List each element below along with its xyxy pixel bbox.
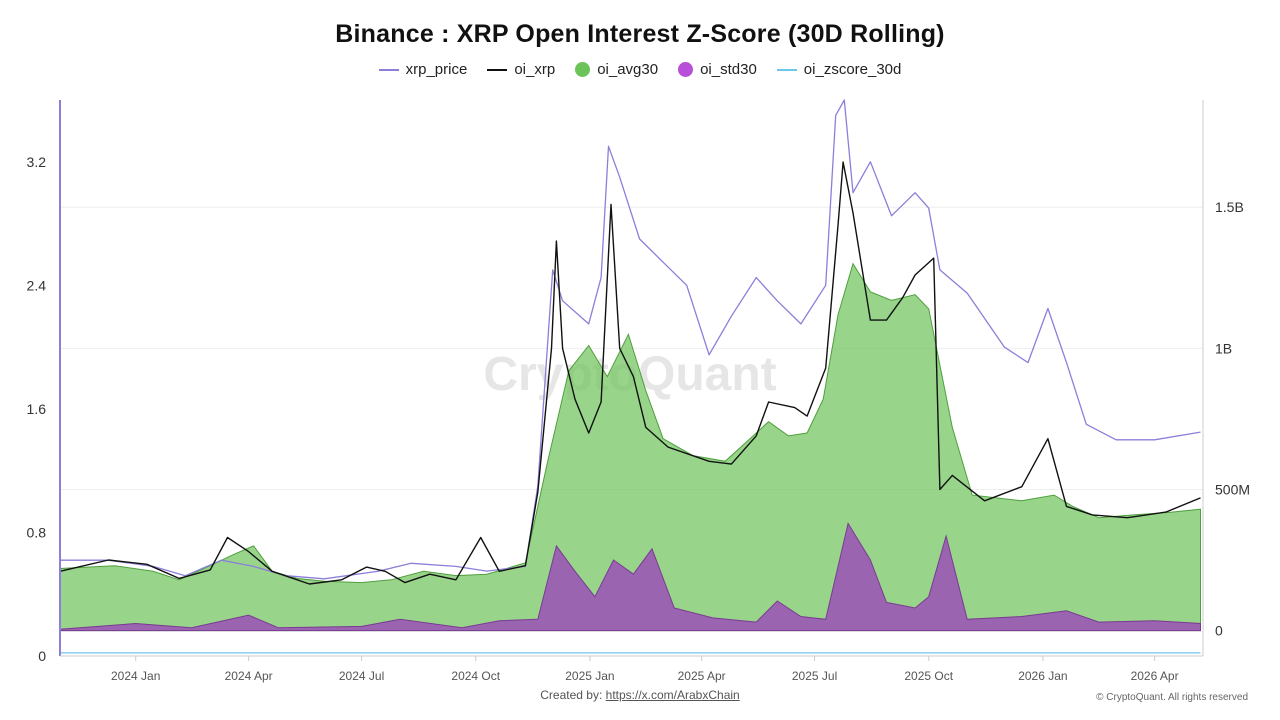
x-axis-tick-label: 2024 Oct [451, 669, 500, 683]
x-axis-tick-label: 2025 Apr [678, 669, 726, 683]
left-axis-tick-label: 0.8 [27, 524, 47, 540]
x-axis-tick-label: 2025 Oct [904, 669, 953, 683]
right-axis-tick-label: 500M [1215, 481, 1250, 497]
created-by-link[interactable]: https://x.com/ArabxChain [605, 688, 740, 702]
legend-item-oi-zscore-30d[interactable]: oi_zscore_30d [776, 61, 902, 78]
legend-swatch-xrp-price [378, 68, 399, 71]
series-area-oi-avg30 [59, 262, 1201, 632]
legend-label-oi-xrp: oi_xrp [514, 61, 556, 78]
right-axis-tick-label: 1B [1215, 340, 1232, 356]
legend-swatch-oi-avg30 [575, 62, 591, 77]
legend-label-xrp-price: xrp_price [405, 61, 468, 78]
legend-swatch-oi-std30 [678, 62, 694, 77]
series-area-oi-std30 [59, 522, 1201, 632]
copyright-notice: © CryptoQuant. All rights reserved [1096, 692, 1248, 703]
right-axis-tick-label: 1.5B [1215, 199, 1244, 215]
right-axis-tick-label: 0 [1215, 623, 1223, 639]
legend-item-oi-avg30[interactable]: oi_avg30 [575, 61, 658, 78]
left-axis-tick-label: 2.4 [27, 277, 47, 293]
legend-label-oi-zscore-30d: oi_zscore_30d [803, 61, 902, 78]
x-axis-tick-label: 2024 Jul [339, 669, 384, 683]
series-layer [59, 99, 1201, 654]
x-axis-tick-label: 2026 Apr [1131, 669, 1179, 683]
chart-legend: xrp_price oi_xrp oi_avg30 oi_std30 oi_zs… [0, 61, 1280, 78]
legend-label-oi-std30: oi_std30 [700, 61, 757, 78]
chart-title: Binance : XRP Open Interest Z-Score (30D… [335, 20, 945, 48]
left-axis-tick-label: 1.6 [27, 401, 47, 417]
x-axis-tick-label: 2024 Jan [111, 669, 160, 683]
x-axis-tick-label: 2025 Jul [792, 669, 837, 683]
axis-layer: 0 500M 1B 1.5B 0 0.8 1.6 2.4 3.2 2024 Jan 2024 Apr… [27, 100, 1250, 683]
x-axis-tick-label: 2026 Jan [1018, 669, 1067, 683]
legend-item-oi-std30[interactable]: oi_std30 [678, 61, 757, 78]
x-axis-tick-label: 2024 Apr [225, 669, 273, 683]
legend-swatch-oi-xrp [487, 68, 508, 71]
legend-swatch-oi-zscore-30d [776, 68, 797, 71]
created-by-label: Created by: [540, 688, 603, 702]
legend-item-xrp-price[interactable]: xrp_price [378, 61, 468, 78]
left-axis-tick-label: 3.2 [27, 154, 47, 170]
left-axis-tick-label: 0 [38, 648, 46, 664]
x-axis-tick-label: 2025 Jan [565, 669, 614, 683]
footer-credit: Created by: https://x.com/ArabxChain [0, 688, 1280, 702]
legend-item-oi-xrp[interactable]: oi_xrp [487, 61, 555, 78]
series-line-oi-xrp [59, 161, 1201, 585]
legend-label-oi-avg30: oi_avg30 [597, 61, 659, 78]
